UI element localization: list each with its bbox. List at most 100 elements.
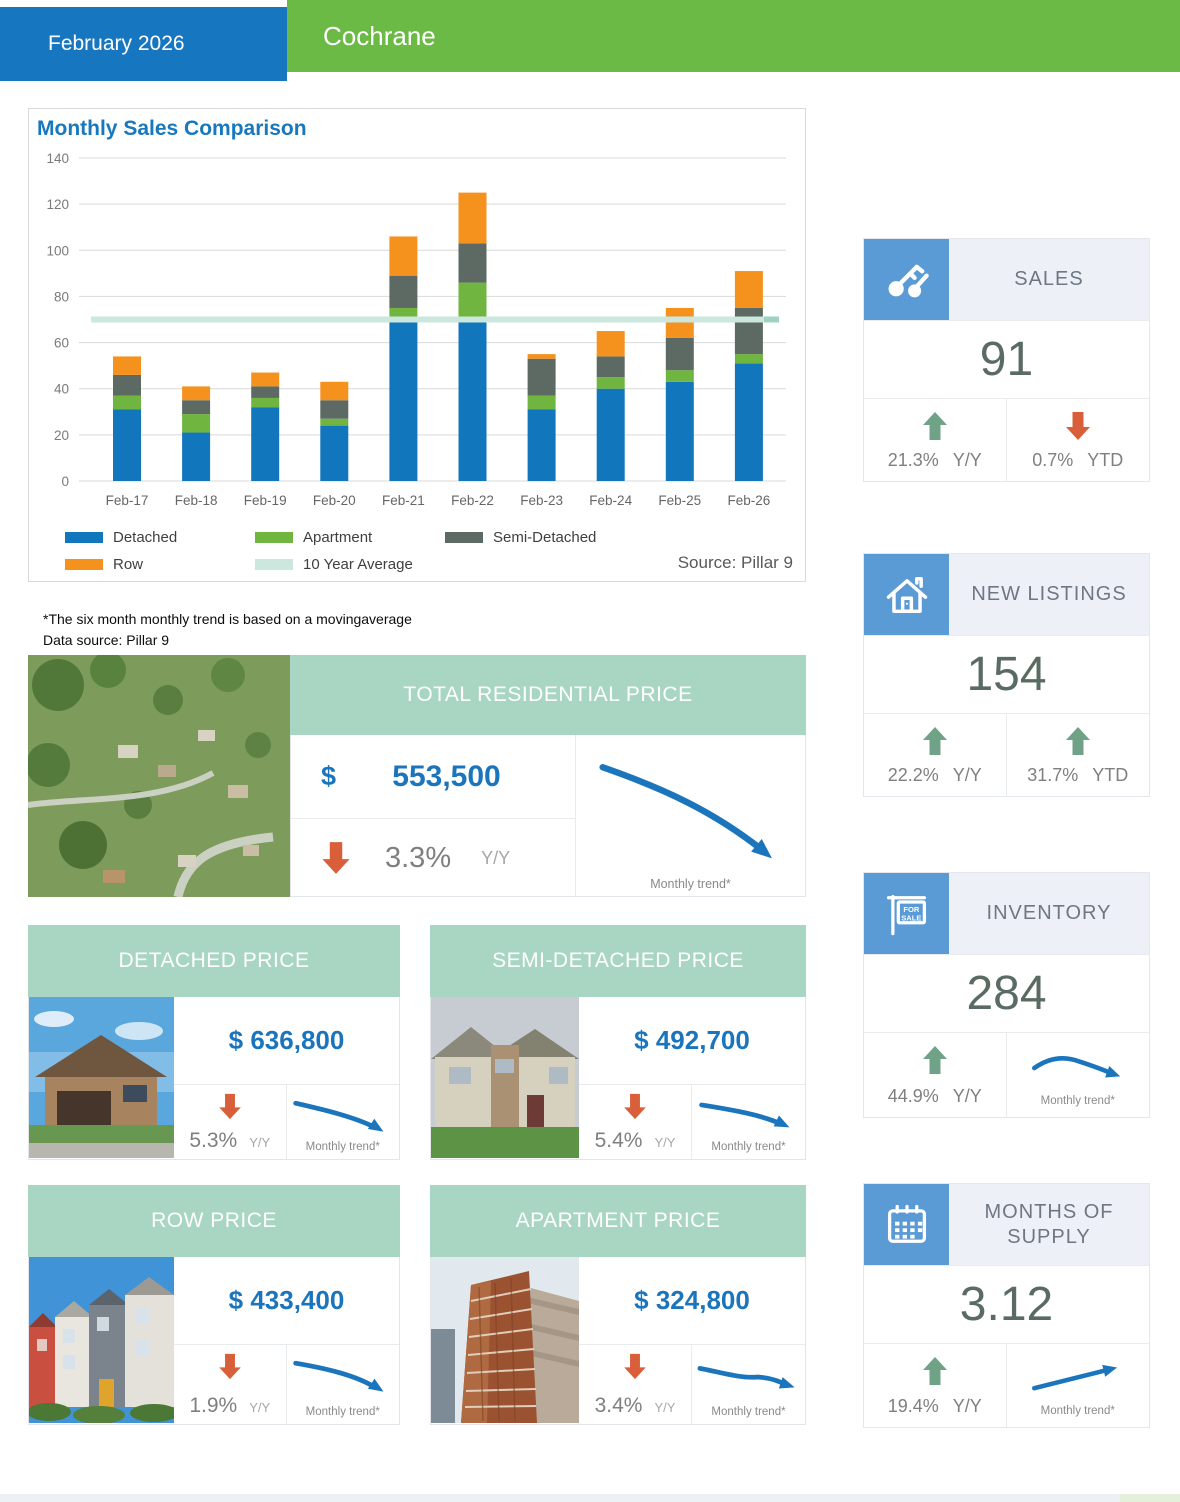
total-residential-price-card: TOTAL RESIDENTIAL PRICE $ 553,500 3.3% Y…: [290, 655, 806, 897]
chart-legend: Detached Apartment Semi-Detached Row 10 …: [65, 529, 745, 573]
kpi-title: NEW LISTINGS: [949, 554, 1149, 635]
row-monthly-trend: Monthly trend*: [287, 1345, 400, 1424]
yoy-period: Y/Y: [481, 847, 511, 868]
svg-text:Feb-24: Feb-24: [589, 493, 632, 508]
apartment-price-title: APARTMENT PRICE: [430, 1185, 806, 1257]
row-price-change: 1.9% Y/Y: [174, 1345, 287, 1424]
svg-text:Feb-18: Feb-18: [175, 493, 218, 508]
up-arrow-icon: [922, 412, 947, 440]
detached-house-photo: [29, 997, 174, 1159]
header-date-banner: February 2026: [0, 7, 287, 81]
kpi-value: 284: [864, 955, 1149, 1033]
yoy-period: Y/Y: [249, 1135, 271, 1150]
legend-item-row: Row: [65, 556, 255, 573]
kpi-ytd-stat: 0.7% YTD: [1007, 399, 1150, 481]
trend-down-arrow-icon: [697, 1366, 795, 1389]
up-arrow-icon: [922, 1357, 947, 1385]
semi-detached-price-card: SEMI-DETACHED PRICE $ 492,700: [430, 925, 806, 1160]
svg-text:60: 60: [54, 336, 69, 351]
yoy-period: Y/Y: [654, 1400, 676, 1415]
kpi-monthly-trend: Monthly trend*: [1007, 1344, 1150, 1427]
down-arrow-icon: [1065, 412, 1090, 440]
row-townhouses-photo: [27, 1257, 178, 1424]
monthly-trend-label: Monthly trend*: [305, 1406, 380, 1418]
calendar-icon: [864, 1184, 949, 1265]
months-of-supply-kpi-card: MONTHS OF SUPPLY 3.12 19.4% Y/Y Monthly t…: [863, 1183, 1150, 1428]
footnote-line-2: Data source: Pillar 9: [43, 632, 170, 648]
kpi-title: INVENTORY: [949, 873, 1149, 954]
detached-price-change: 5.3% Y/Y: [174, 1085, 287, 1159]
monthly-trend-label: Monthly trend*: [305, 1141, 380, 1153]
chart-title: Monthly Sales Comparison: [37, 117, 307, 140]
legend-item-10-year-average: 10 Year Average: [255, 556, 445, 573]
apartment-price-amount: $ 324,800: [579, 1257, 805, 1345]
total-monthly-trend: Monthly trend*: [576, 735, 805, 897]
semi-detached-price-title: SEMI-DETACHED PRICE: [430, 925, 806, 997]
city-name: Cochrane: [323, 20, 436, 51]
svg-text:Feb-23: Feb-23: [520, 493, 563, 508]
detached-price-amount: $ 636,800: [174, 997, 399, 1085]
yoy-percent: 1.9%: [189, 1394, 238, 1417]
kpi-yoy-stat: 22.2% Y/Y: [864, 714, 1007, 796]
kpi-value: 3.12: [864, 1266, 1149, 1344]
chart-source: Source: Pillar 9: [677, 553, 793, 572]
aerial-neighbourhood-photo: [28, 655, 290, 897]
svg-text:80: 80: [54, 289, 69, 304]
trend-down-arrow-icon: [598, 764, 772, 859]
trend-down-arrow-icon: [292, 1360, 384, 1392]
yoy-percent: 3.3%: [385, 841, 452, 874]
apartment-price-change: 3.4% Y/Y: [579, 1345, 692, 1424]
kpi-value: 91: [864, 321, 1149, 399]
detached-price-card: DETACHED PRICE $ 636,800: [28, 925, 400, 1160]
footnote: *The six month monthly trend is based on…: [43, 609, 412, 651]
svg-text:Feb-22: Feb-22: [451, 493, 494, 508]
apartment-tower-photo: [431, 1257, 579, 1424]
semi-detached-price-amount: $ 492,700: [579, 997, 805, 1085]
svg-text:20: 20: [54, 428, 69, 443]
footnote-line-1: *The six month monthly trend is based on…: [43, 611, 412, 627]
kpi-title: SALES: [949, 239, 1149, 320]
row-price-amount: $ 433,400: [174, 1257, 399, 1345]
kpi-yoy-stat: 44.9% Y/Y: [864, 1033, 1007, 1117]
currency-symbol: $: [321, 761, 337, 791]
svg-text:140: 140: [46, 151, 69, 166]
detached-swatch-icon: [65, 532, 103, 543]
yoy-percent: 5.3%: [189, 1129, 238, 1152]
trend-down-arrow-icon: [698, 1102, 789, 1128]
semi-detached-swatch-icon: [445, 532, 483, 543]
ten-year-average-swatch-icon: [255, 559, 293, 570]
row-swatch-icon: [65, 559, 103, 570]
apartment-price-card: APARTMENT PRICE $ 324,800: [430, 1185, 806, 1425]
svg-text:Feb-20: Feb-20: [313, 493, 356, 508]
kpi-title: MONTHS OF SUPPLY: [949, 1184, 1149, 1265]
kpi-yoy-stat: 21.3% Y/Y: [864, 399, 1007, 481]
report-date: February 2026: [48, 32, 185, 55]
house-icon: [864, 554, 949, 635]
svg-text:Feb-21: Feb-21: [382, 493, 425, 508]
keys-icon: [864, 239, 949, 320]
monthly-trend-label: Monthly trend*: [711, 1406, 786, 1418]
monthly-trend-label: Monthly trend*: [1040, 1405, 1115, 1417]
trend-rise-fall-arrow-icon: [1031, 1055, 1120, 1078]
new-listings-kpi-card: NEW LISTINGS 154 22.2% Y/Y 31.7% YTD: [863, 553, 1150, 797]
legend-item-semi-detached: Semi-Detached: [445, 529, 745, 546]
header-city-banner: Cochrane: [287, 0, 1180, 72]
yoy-percent: 5.4%: [594, 1129, 643, 1152]
yoy-period: Y/Y: [249, 1400, 271, 1415]
down-arrow-icon: [322, 842, 350, 874]
kpi-ytd-stat: 31.7% YTD: [1007, 714, 1150, 796]
semi-detached-price-change: 5.4% Y/Y: [579, 1085, 692, 1159]
svg-text:SALE: SALE: [901, 913, 921, 922]
total-residential-price-title: TOTAL RESIDENTIAL PRICE: [290, 655, 806, 735]
kpi-monthly-trend: Monthly trend*: [1007, 1033, 1150, 1117]
legend-item-detached: Detached: [65, 529, 255, 546]
svg-text:120: 120: [46, 197, 69, 212]
up-arrow-icon: [922, 1046, 947, 1074]
total-price-amount: 553,500: [392, 759, 501, 793]
svg-text:Feb-25: Feb-25: [658, 493, 701, 508]
bottom-strip: [0, 1494, 1180, 1502]
semi-detached-monthly-trend: Monthly trend*: [692, 1085, 805, 1159]
monthly-trend-label: Monthly trend*: [650, 877, 731, 891]
down-arrow-icon: [624, 1353, 646, 1380]
